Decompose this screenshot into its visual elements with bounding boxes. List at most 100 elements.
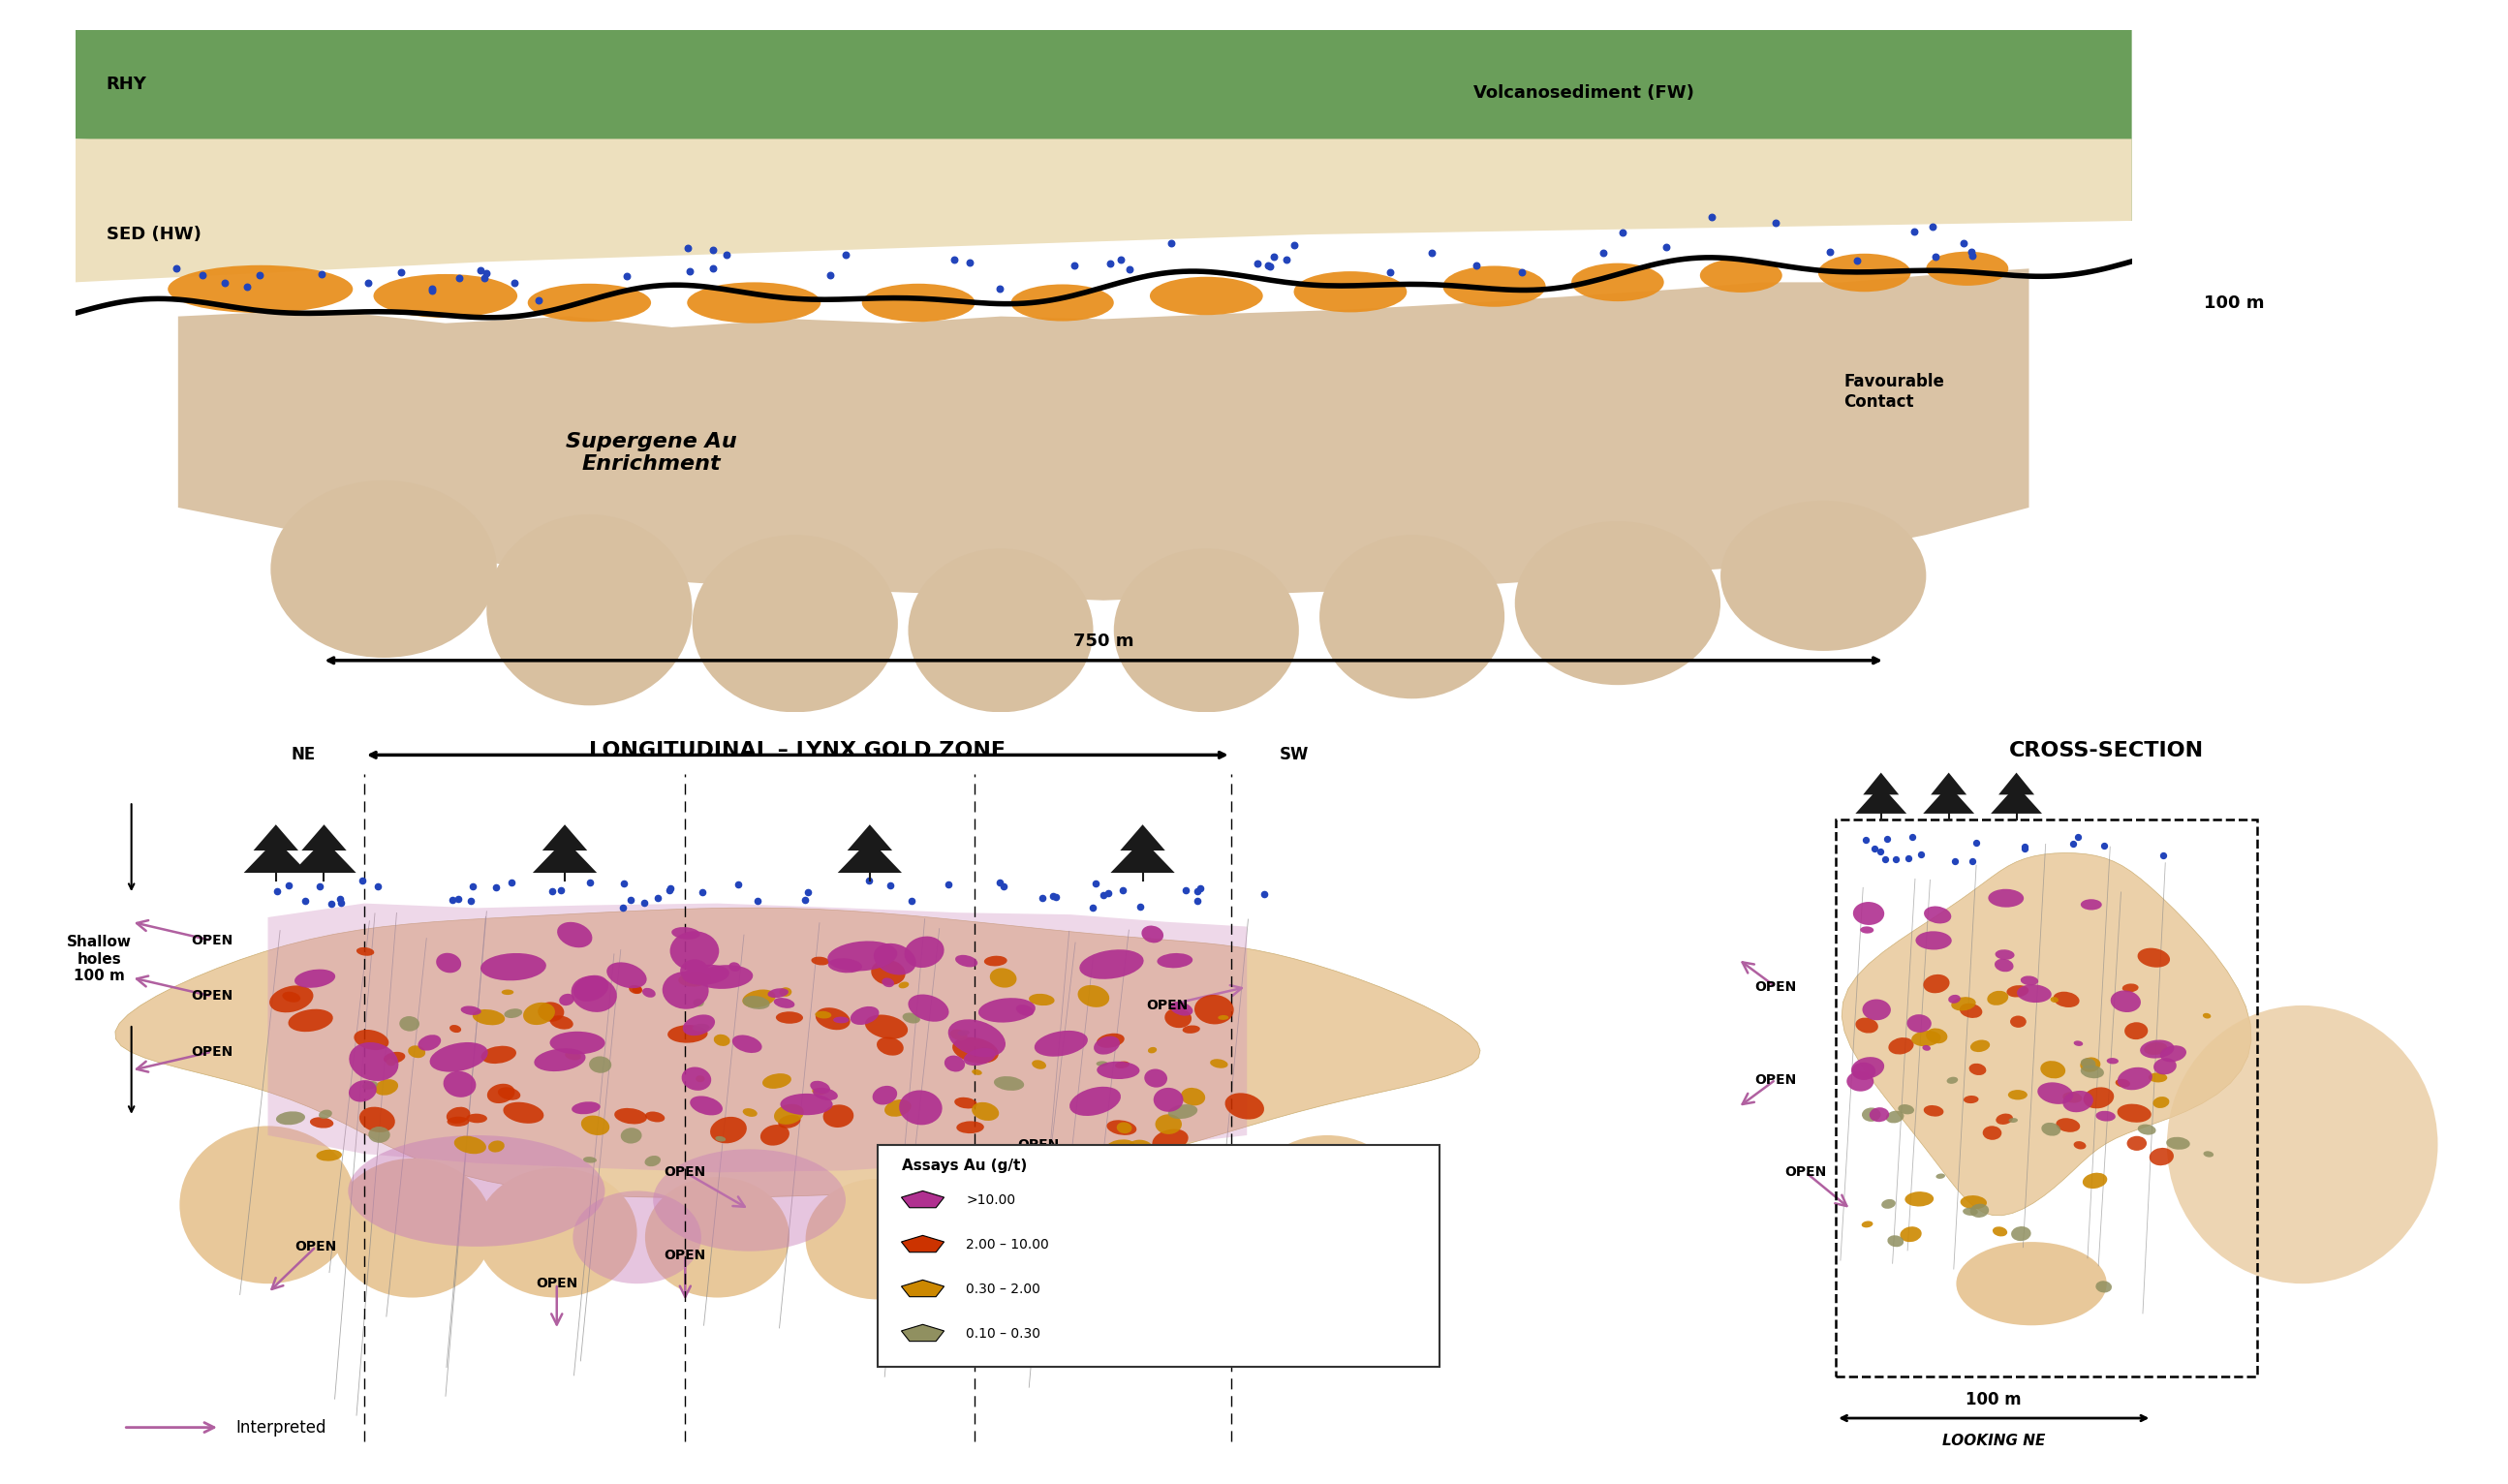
Ellipse shape	[316, 1150, 341, 1160]
Ellipse shape	[1106, 1120, 1136, 1135]
Text: LOOKING NE: LOOKING NE	[1941, 1434, 2047, 1448]
Point	[870, 874, 910, 898]
Text: OPEN: OPEN	[191, 933, 233, 947]
Ellipse shape	[742, 990, 775, 1008]
Ellipse shape	[828, 959, 863, 974]
Ellipse shape	[971, 1103, 998, 1120]
Ellipse shape	[1078, 985, 1109, 1008]
Ellipse shape	[953, 1037, 998, 1064]
Ellipse shape	[2112, 990, 2142, 1012]
Point	[1083, 883, 1124, 907]
Ellipse shape	[293, 969, 336, 988]
Point	[451, 889, 492, 913]
Point	[1036, 884, 1076, 908]
Ellipse shape	[1573, 263, 1663, 301]
Point	[810, 264, 850, 288]
Ellipse shape	[775, 1104, 805, 1125]
Ellipse shape	[582, 1116, 609, 1135]
Ellipse shape	[692, 999, 705, 1006]
Ellipse shape	[760, 1125, 790, 1146]
Ellipse shape	[687, 282, 820, 324]
Point	[356, 874, 396, 898]
Point	[1179, 877, 1219, 901]
Ellipse shape	[356, 947, 374, 956]
Ellipse shape	[311, 1117, 334, 1128]
Ellipse shape	[2144, 1042, 2167, 1055]
Point	[1249, 254, 1289, 278]
Ellipse shape	[487, 515, 692, 705]
Ellipse shape	[780, 987, 793, 997]
Point	[155, 257, 196, 280]
Point	[492, 871, 532, 895]
Ellipse shape	[446, 1116, 469, 1126]
Point	[1876, 847, 1916, 871]
Ellipse shape	[878, 1037, 903, 1055]
Ellipse shape	[1984, 1126, 2001, 1140]
Ellipse shape	[898, 982, 908, 988]
Ellipse shape	[489, 1141, 504, 1152]
Ellipse shape	[444, 1071, 477, 1097]
Point	[1021, 886, 1061, 910]
Ellipse shape	[873, 1086, 898, 1104]
Ellipse shape	[695, 965, 752, 988]
Ellipse shape	[762, 1073, 793, 1089]
Ellipse shape	[2124, 1022, 2147, 1039]
Point	[1076, 871, 1116, 895]
Ellipse shape	[399, 1017, 419, 1031]
Ellipse shape	[1924, 907, 1951, 923]
Ellipse shape	[2082, 1058, 2097, 1068]
Ellipse shape	[504, 1009, 522, 1018]
Ellipse shape	[883, 978, 895, 987]
Point	[1853, 837, 1894, 861]
Point	[1109, 258, 1149, 282]
Ellipse shape	[1996, 950, 2014, 960]
Ellipse shape	[2167, 1137, 2189, 1150]
Ellipse shape	[948, 1020, 1006, 1057]
Ellipse shape	[1961, 1196, 1986, 1209]
Ellipse shape	[331, 1159, 492, 1297]
Polygon shape	[900, 1324, 943, 1342]
Text: LONGITUDINAL – LYNX GOLD ZONE: LONGITUDINAL – LYNX GOLD ZONE	[589, 741, 1006, 760]
Point	[650, 879, 690, 902]
Ellipse shape	[958, 1030, 971, 1036]
Point	[785, 889, 825, 913]
Ellipse shape	[1861, 1221, 1873, 1227]
Ellipse shape	[288, 1009, 334, 1031]
Ellipse shape	[2139, 1040, 2174, 1058]
Ellipse shape	[349, 1042, 399, 1080]
Ellipse shape	[384, 1052, 406, 1064]
Ellipse shape	[983, 956, 1008, 966]
Ellipse shape	[1926, 251, 2009, 285]
Ellipse shape	[1964, 1095, 1979, 1104]
Text: 0.10 – 0.30: 0.10 – 0.30	[966, 1327, 1041, 1340]
Text: OPEN: OPEN	[1786, 1165, 1826, 1180]
Ellipse shape	[908, 549, 1093, 712]
Ellipse shape	[1119, 1159, 1279, 1288]
Ellipse shape	[1971, 1040, 1989, 1052]
Ellipse shape	[810, 957, 830, 965]
Ellipse shape	[1924, 975, 1949, 993]
Point	[1951, 240, 1991, 264]
Bar	[1836, 819, 2257, 1377]
Ellipse shape	[642, 988, 655, 997]
Ellipse shape	[1106, 1140, 1136, 1153]
Ellipse shape	[497, 1088, 522, 1100]
Polygon shape	[75, 30, 2132, 221]
Ellipse shape	[767, 988, 788, 997]
Polygon shape	[253, 825, 298, 850]
Point	[256, 879, 296, 902]
Ellipse shape	[730, 962, 740, 972]
Ellipse shape	[449, 1025, 461, 1033]
Point	[321, 890, 361, 914]
Text: OPEN: OPEN	[665, 1165, 707, 1180]
Ellipse shape	[1921, 1045, 1931, 1051]
Polygon shape	[1856, 785, 1906, 813]
Point	[981, 276, 1021, 300]
Ellipse shape	[1166, 1156, 1189, 1166]
Point	[1901, 843, 1941, 867]
Ellipse shape	[1911, 1031, 1941, 1046]
Polygon shape	[1111, 840, 1174, 873]
Ellipse shape	[775, 1012, 803, 1024]
Ellipse shape	[2117, 1067, 2152, 1091]
Ellipse shape	[1994, 959, 2014, 972]
